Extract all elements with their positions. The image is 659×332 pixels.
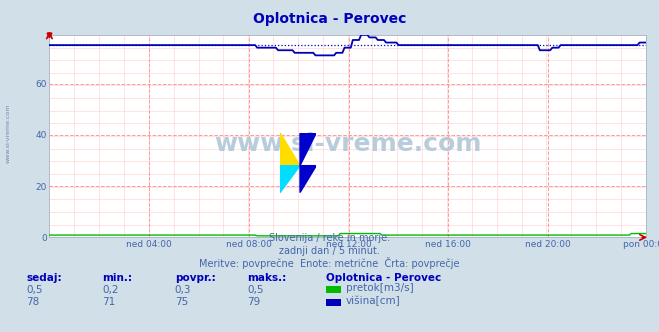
Text: 0,2: 0,2 (102, 285, 119, 295)
Polygon shape (300, 133, 316, 166)
Text: 0,5: 0,5 (247, 285, 264, 295)
Text: 0,5: 0,5 (26, 285, 43, 295)
Text: Slovenija / reke in morje.: Slovenija / reke in morje. (269, 233, 390, 243)
Text: min.:: min.: (102, 273, 132, 283)
Text: 75: 75 (175, 297, 188, 307)
Text: Meritve: povprečne  Enote: metrične  Črta: povprečje: Meritve: povprečne Enote: metrične Črta:… (199, 257, 460, 269)
Text: pretok[m3/s]: pretok[m3/s] (346, 283, 414, 293)
Polygon shape (300, 166, 316, 193)
Text: Oplotnica - Perovec: Oplotnica - Perovec (326, 273, 442, 283)
Text: Oplotnica - Perovec: Oplotnica - Perovec (253, 12, 406, 26)
Text: www.si-vreme.com: www.si-vreme.com (214, 132, 481, 156)
Text: 0,3: 0,3 (175, 285, 191, 295)
Text: 78: 78 (26, 297, 40, 307)
Text: povpr.:: povpr.: (175, 273, 215, 283)
Polygon shape (280, 133, 300, 166)
Polygon shape (280, 166, 300, 193)
Text: sedaj:: sedaj: (26, 273, 62, 283)
Text: maks.:: maks.: (247, 273, 287, 283)
Text: zadnji dan / 5 minut.: zadnji dan / 5 minut. (279, 246, 380, 256)
Text: višina[cm]: višina[cm] (346, 295, 401, 306)
Text: 71: 71 (102, 297, 115, 307)
Text: 79: 79 (247, 297, 260, 307)
Text: www.si-vreme.com: www.si-vreme.com (5, 103, 11, 163)
